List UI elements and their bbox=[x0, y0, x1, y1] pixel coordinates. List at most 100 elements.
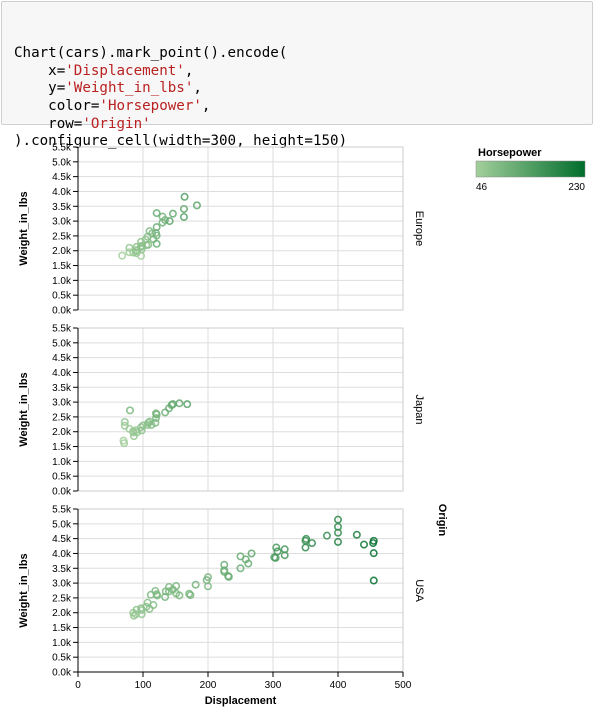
code-line: ).configure_cell(width=300, height=150) bbox=[14, 133, 592, 151]
x-tick-label: 300 bbox=[265, 680, 282, 691]
data-point bbox=[152, 209, 161, 218]
data-point bbox=[301, 543, 310, 552]
faceted-scatter-chart: 0.0k 0.5k 1.0k 1.5k 2.0k 2.5k 3.0k 3.5k 4.0k 4.5k… bbox=[18, 143, 586, 708]
y-tick-label: 5.5k bbox=[52, 324, 72, 335]
points-japan bbox=[119, 399, 192, 448]
panel-europe: 0.0k 0.5k 1.0k 1.5k 2.0k 2.5k 3.0k 3.5k 4.0k 4.5k… bbox=[18, 143, 425, 317]
y-tick-label: 1.0k bbox=[52, 457, 72, 468]
data-point bbox=[133, 428, 142, 437]
data-point bbox=[152, 410, 161, 419]
data-point bbox=[369, 549, 378, 558]
data-point bbox=[161, 216, 170, 225]
data-point bbox=[137, 426, 146, 435]
points-europe bbox=[118, 192, 201, 260]
y-tick-label: 0.0k bbox=[52, 668, 72, 679]
data-point bbox=[180, 192, 189, 201]
y-tick-label: 3.0k bbox=[52, 398, 72, 409]
legend-title: Horsepower bbox=[478, 147, 542, 159]
data-point bbox=[149, 601, 158, 610]
data-point bbox=[185, 589, 194, 598]
y-tick-label: 2.5k bbox=[52, 593, 72, 604]
legend-min-label: 46 bbox=[476, 182, 488, 193]
points-usa bbox=[129, 515, 378, 620]
data-point bbox=[322, 531, 331, 540]
data-point bbox=[137, 245, 146, 254]
code-line: Chart(cars).mark_point().encode( bbox=[14, 45, 592, 63]
code-block: Chart(cars).mark_point().encode( x='Disp… bbox=[14, 45, 592, 151]
data-point bbox=[133, 247, 142, 256]
data-point bbox=[272, 543, 281, 552]
panel-japan: 0.0k 0.5k 1.0k 1.5k 2.0k 2.5k 3.0k 3.5k 4.0k 4.5k… bbox=[18, 324, 425, 498]
data-point bbox=[153, 591, 162, 600]
color-legend: Horsepower 46 230 bbox=[475, 147, 586, 193]
data-point bbox=[152, 414, 161, 423]
data-point bbox=[168, 209, 177, 218]
y-tick-label: 0.5k bbox=[52, 472, 72, 483]
panels-layer: 0.0k 0.5k 1.0k 1.5k 2.0k 2.5k 3.0k 3.5k 4.0k 4.5k… bbox=[18, 143, 425, 679]
y-tick-label: 2.0k bbox=[52, 608, 72, 619]
data-point bbox=[152, 223, 161, 232]
y-tick-label: 2.0k bbox=[52, 427, 72, 438]
y-axis-title: Weight_in_lbs bbox=[18, 553, 30, 627]
y-tick-label: 1.5k bbox=[52, 261, 72, 272]
x-tick-label: 400 bbox=[330, 680, 347, 691]
data-point bbox=[220, 567, 229, 576]
data-point bbox=[359, 540, 368, 549]
data-point bbox=[165, 217, 174, 226]
data-point bbox=[120, 417, 129, 426]
y-tick-label: 0.5k bbox=[52, 291, 72, 302]
x-axis-title: Displacement bbox=[205, 695, 277, 707]
data-point bbox=[179, 212, 188, 221]
data-point bbox=[137, 610, 146, 619]
data-point bbox=[118, 251, 127, 260]
code-line: row='Origin' bbox=[14, 116, 592, 134]
y-tick-label: 3.5k bbox=[52, 383, 72, 394]
data-point bbox=[161, 408, 170, 417]
data-point bbox=[302, 534, 311, 543]
data-point bbox=[204, 582, 213, 591]
code-token: color= bbox=[14, 97, 100, 114]
x-tick-label: 500 bbox=[395, 680, 412, 691]
x-tick-label: 100 bbox=[135, 680, 152, 691]
data-point bbox=[175, 399, 184, 408]
row-label-europe: Europe bbox=[413, 211, 425, 246]
data-point bbox=[132, 605, 141, 614]
y-tick-label: 4.5k bbox=[52, 172, 72, 183]
y-tick-label: 2.5k bbox=[52, 231, 72, 242]
legend-color-ramp bbox=[475, 160, 586, 178]
y-tick-label: 3.5k bbox=[52, 564, 72, 575]
y-tick-label: 4.0k bbox=[52, 368, 72, 379]
data-point bbox=[191, 580, 200, 589]
y-tick-label: 5.5k bbox=[52, 143, 72, 154]
y-tick-label: 4.5k bbox=[52, 534, 72, 545]
data-point bbox=[244, 559, 253, 568]
y-tick-label: 5.5k bbox=[52, 505, 72, 516]
data-point bbox=[273, 547, 282, 556]
y-tick-label: 5.0k bbox=[52, 157, 72, 168]
data-point bbox=[369, 576, 378, 585]
data-point bbox=[165, 587, 174, 596]
data-point bbox=[369, 536, 378, 545]
data-point bbox=[120, 439, 129, 448]
x-tick-label: 0 bbox=[75, 680, 81, 691]
data-point bbox=[247, 549, 256, 558]
row-label-usa: USA bbox=[413, 579, 425, 602]
code-token: , bbox=[193, 80, 202, 97]
y-tick-label: 1.5k bbox=[52, 442, 72, 453]
y-tick-label: 1.5k bbox=[52, 623, 72, 634]
y-tick-label: 4.0k bbox=[52, 549, 72, 560]
data-point bbox=[175, 591, 184, 600]
code-string-token: 'Origin' bbox=[82, 115, 151, 132]
code-line: y='Weight_in_lbs', bbox=[14, 80, 592, 98]
y-tick-label: 4.0k bbox=[52, 187, 72, 198]
code-cell[interactable]: Chart(cars).mark_point().encode( x='Disp… bbox=[1, 1, 593, 149]
y-tick-label: 2.5k bbox=[52, 412, 72, 423]
data-point bbox=[236, 564, 245, 573]
data-point bbox=[183, 400, 192, 409]
y-tick-label: 1.0k bbox=[52, 276, 72, 287]
y-tick-label: 3.0k bbox=[52, 217, 72, 228]
row-field-title: Origin bbox=[436, 504, 448, 537]
y-tick-label: 5.0k bbox=[52, 519, 72, 530]
y-axis-title: Weight_in_lbs bbox=[18, 372, 30, 446]
code-string-token: 'Horsepower' bbox=[99, 97, 202, 114]
